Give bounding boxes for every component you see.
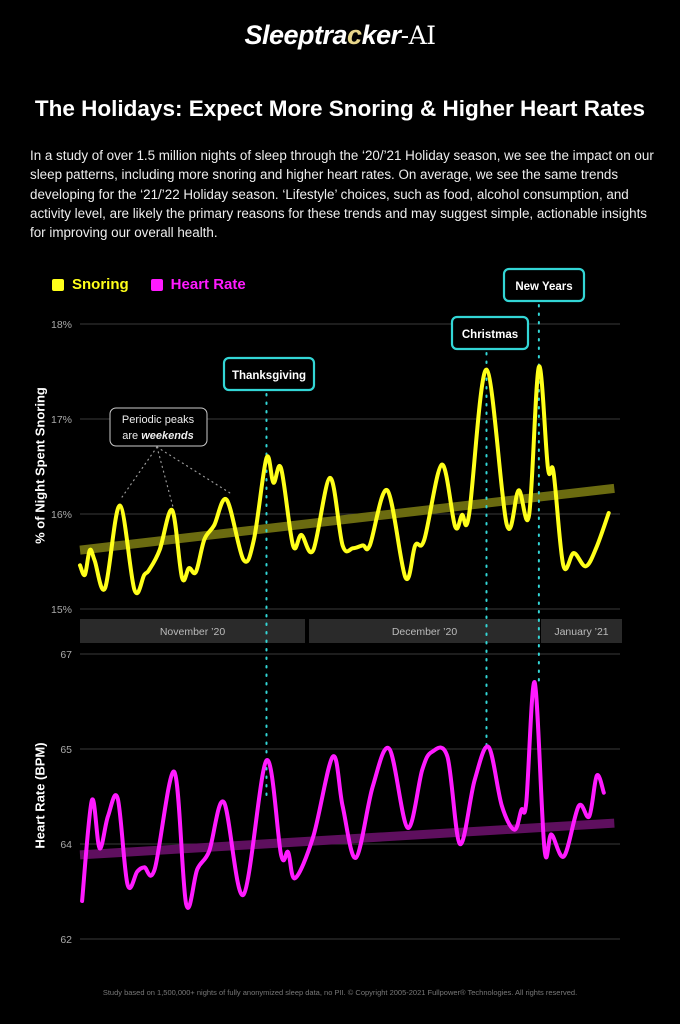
legend-item-heart-rate: Heart Rate bbox=[150, 276, 246, 293]
page-title: The Holidays: Expect More Snoring & High… bbox=[34, 96, 646, 121]
month-label: January ’21 bbox=[554, 626, 608, 638]
chart-legend: Snoring Heart Rate bbox=[52, 276, 246, 293]
snoring-y-tick-label: 15% bbox=[51, 604, 72, 616]
weekend-callout-line1: Periodic peaks bbox=[122, 414, 195, 426]
event-label: New Years bbox=[515, 281, 572, 293]
heart-rate-series-line bbox=[80, 680, 606, 910]
snoring-series-line bbox=[78, 364, 611, 595]
snoring-y-tick-label: 18% bbox=[51, 319, 72, 331]
legend-swatch-heart-rate bbox=[150, 278, 163, 291]
heart-rate-y-tick-label: 65 bbox=[60, 744, 72, 756]
brand-moon-letter: c bbox=[347, 20, 362, 50]
event-label: Christmas bbox=[462, 329, 518, 341]
footer-copyright: Study based on 1,500,000+ nights of full… bbox=[102, 988, 578, 997]
brand-text: Sleeptra bbox=[244, 20, 348, 50]
brand-logo: Sleeptracker-AI bbox=[0, 20, 680, 51]
month-band bbox=[80, 619, 305, 643]
snoring-y-tick-label: 16% bbox=[51, 509, 72, 521]
month-label: November ’20 bbox=[160, 626, 226, 638]
heart-rate-y-tick-label: 64 bbox=[60, 839, 72, 851]
event-label-box bbox=[222, 356, 316, 392]
legend-swatch-snoring bbox=[52, 278, 64, 291]
intro-paragraph: In a study of over 1.5 million nights of… bbox=[30, 148, 654, 241]
snoring-y-tick-label: 17% bbox=[51, 414, 72, 426]
brand-text-2: ker bbox=[361, 20, 402, 50]
weekend-callout-box bbox=[109, 407, 208, 447]
event-label-box bbox=[450, 315, 530, 351]
month-band bbox=[309, 619, 540, 643]
weekend-callout-line bbox=[156, 446, 174, 508]
weekend-callout-line2: are weekends bbox=[122, 430, 194, 442]
weekend-callout-line bbox=[119, 446, 158, 501]
weekend-callout-emphasis: weekends bbox=[141, 430, 194, 442]
heart-rate-y-tick-label: 62 bbox=[60, 934, 72, 946]
event-label: Thanksgiving bbox=[232, 370, 306, 382]
event-label-box bbox=[502, 267, 586, 303]
snoring-trend-line bbox=[79, 483, 615, 555]
legend-item-snoring: Snoring bbox=[52, 276, 129, 293]
legend-label-snoring: Snoring bbox=[72, 276, 129, 293]
month-band bbox=[541, 619, 622, 643]
legend-label-heart-rate: Heart Rate bbox=[170, 276, 246, 293]
heart-rate-y-tick-label: 67 bbox=[60, 649, 72, 661]
charts-svg: 15% 16% 17% 18% 62 64 65 67 November ’20 December… bbox=[51, 267, 622, 946]
brand-ai: -AI bbox=[400, 21, 436, 50]
month-label: December ’20 bbox=[392, 626, 458, 638]
